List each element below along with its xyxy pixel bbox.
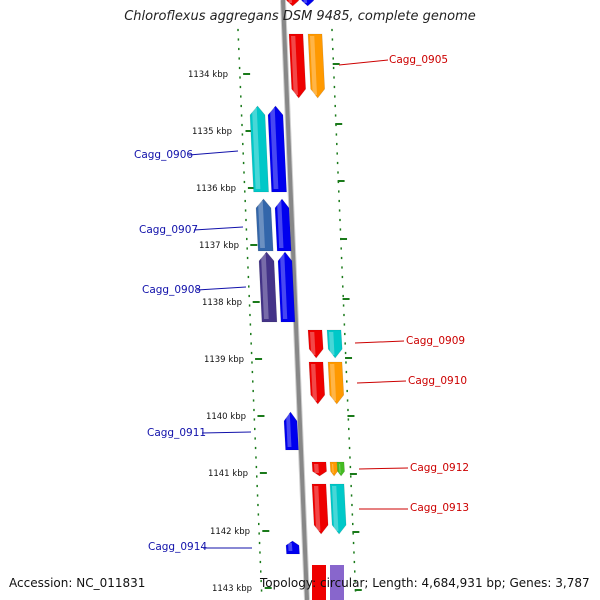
genome-backbone [280,0,310,600]
gene-arrow-fragment-bottom [312,565,326,600]
gene-arrow-cagg_0913 [311,483,329,535]
gene-arrow-cagg_0908 [258,251,278,323]
gene-label: Cagg_0910 [408,375,467,387]
gene-arrow-cagg_0906-highlight [252,108,261,189]
gene-label: Cagg_0906 [134,149,193,161]
topology-text: Topology: circular; Length: 4,684,931 bp… [260,576,590,590]
gene-arrow-cagg_0907 [274,198,292,252]
gene-arrow-cagg_0912-highlight [332,464,334,473]
gene-arrow-cagg_0909-highlight [310,332,316,355]
gene-arrow-cagg_0913-highlight [314,486,321,531]
gene-leader-line [193,226,244,231]
gene-arrow-cagg_0911 [283,411,299,451]
gene-arrow-cagg_0912 [329,461,338,477]
position-label: 1140 kbp [206,412,246,422]
gene-label: Cagg_0909 [406,335,465,347]
gene-label: Cagg_0905 [389,54,448,66]
position-label: 1142 kbp [210,527,250,537]
gene-arrow-cagg_0905-highlight [291,36,298,95]
position-label: 1135 kbp [192,127,232,137]
gene-arrow-cagg_0912 [336,461,345,477]
gene-arrow-cagg_0910 [308,361,326,405]
gene-label: Cagg_0911 [147,427,206,439]
position-axis: 1134 kbp 1135 kbp 1136 kbp 1137 kbp 1138 kbp… [188,70,252,594]
position-label: 1139 kbp [204,355,244,365]
gene-arrow-cagg_0909-highlight [329,332,335,355]
position-label: 1141 kbp [208,469,248,479]
gene-label: Cagg_0908 [142,284,201,296]
tick-marks [237,28,362,592]
gene-features [249,0,347,600]
gene-arrow-cagg_0907 [255,198,274,252]
gene-leader-line [188,150,239,156]
gene-arrow-cagg_0906 [267,105,287,193]
gene-arrow-cagg_0910-highlight [311,364,318,401]
gene-label: Cagg_0912 [410,462,469,474]
gene-leader-line [201,431,252,434]
gene-arrow-fragment-top [301,0,314,7]
accession-text: Accession: NC_011831 [9,576,146,590]
gene-arrow-fragment-top [286,0,299,7]
gene-leader-line [338,59,389,66]
gene-label: Cagg_0907 [139,224,198,236]
position-label: 1138 kbp [202,298,242,308]
gene-arrow-cagg_0912-highlight [339,464,341,473]
gene-leader-line [196,286,247,291]
gene-arrow-cagg_0909 [326,329,343,359]
gene-arrow-cagg_0908 [277,251,296,323]
gene-leader-line [356,380,407,384]
gene-leader-line [358,467,409,470]
gene-arrow-cagg_0906 [249,105,269,193]
backbone-line [281,0,309,600]
gene-arrow-fragment-top-highlight [288,0,293,3]
gene-arrow-cagg_0914 [285,540,300,555]
gene-arrow-cagg_0913 [329,483,347,535]
gene-arrow-cagg_0913-highlight [332,486,339,531]
position-label: 1134 kbp [188,70,228,80]
gene-arrow-fragment-bottom [330,565,344,600]
gene-label: Cagg_0913 [410,502,469,514]
gene-arrow-cagg_0907-highlight [258,201,265,248]
gene-arrow-cagg_0908-highlight [280,254,288,319]
gene-arrow-cagg_0912 [311,461,327,477]
genome-title: Chloroflexus aggregans DSM 9485, complet… [124,9,476,24]
gene-leader-line [354,340,405,344]
gene-arrow-cagg_0905-highlight [310,36,317,95]
gene-arrow-cagg_0909 [307,329,324,359]
gene-arrow-cagg_0905 [307,33,325,99]
gene-arrow-cagg_0908-highlight [261,254,269,319]
gene-arrow-cagg_0911-highlight [286,414,292,447]
gene-arrow-cagg_0910 [327,361,345,405]
gene-labels: Cagg_0905 Cagg_0906 Cagg_0907 Cagg_0908 Cagg… [134,54,469,553]
gene-arrow-fragment-top-highlight [303,0,308,3]
gene-arrow-cagg_0907-highlight [277,201,284,248]
position-label: 1137 kbp [199,241,239,251]
position-label: 1136 kbp [196,184,236,194]
gene-arrow-cagg_0906-highlight [270,108,279,189]
gene-arrow-cagg_0914-highlight [288,543,293,551]
gene-arrow-cagg_0912-highlight [314,464,319,473]
gene-arrow-cagg_0910-highlight [330,364,337,401]
gene-arrow-cagg_0905 [288,33,306,99]
gene-label: Cagg_0914 [148,541,207,553]
position-label: 1143 kbp [212,584,252,594]
